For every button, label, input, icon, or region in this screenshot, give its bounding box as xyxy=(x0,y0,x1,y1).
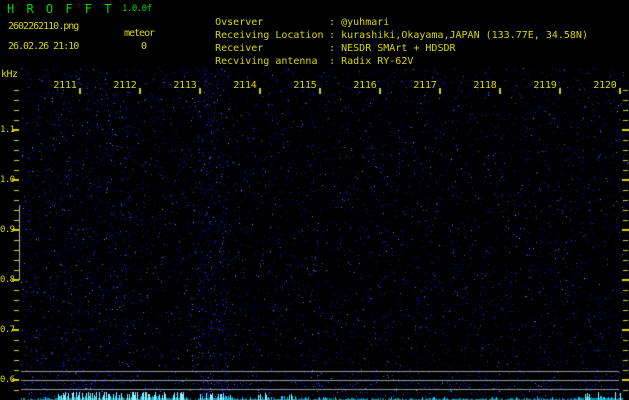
antenna-value: Radix RY-62V xyxy=(341,56,414,67)
x-tick-label: 2120 xyxy=(593,80,617,91)
info-separator: : xyxy=(329,30,336,41)
x-tick-label: 2116 xyxy=(353,80,377,91)
info-separator: : xyxy=(329,17,336,28)
observer-value: @yuhmari xyxy=(341,17,390,28)
info-label: Ovserver xyxy=(215,17,264,28)
x-tick-label: 2113 xyxy=(173,80,197,91)
meteor-count: 0 xyxy=(140,41,148,52)
receiver-row: Receiver: NESDR SMArt + HDSDR xyxy=(179,29,629,54)
y-tick-label: 0.6 xyxy=(0,375,15,385)
khz-axis-label: kHz xyxy=(1,69,18,80)
y-tick-label: 1.0 xyxy=(0,175,15,185)
x-tick-label: 2119 xyxy=(533,80,557,91)
antenna-row: Recviving antenna: Radix RY-62V xyxy=(179,42,629,67)
location-value: kurashiki,Okayama,JAPAN (133.77E, 34.58N… xyxy=(341,30,588,41)
info-label: Recviving antenna xyxy=(215,56,318,67)
x-tick-label: 2111 xyxy=(53,80,77,91)
x-tick-label: 2115 xyxy=(293,80,317,91)
timestamp: 26.02.26 21:10 xyxy=(8,41,79,52)
receiver-value: NESDR SMArt + HDSDR xyxy=(341,43,456,54)
app-title: H R O F F T xyxy=(7,2,114,16)
y-tick-label: 0.7 xyxy=(0,325,15,335)
info-label: Receiver xyxy=(215,43,264,54)
info-label: Receiving Location xyxy=(215,30,324,41)
location-row: Receiving Location: kurashiki,Okayama,JAP… xyxy=(179,16,629,41)
info-separator: : xyxy=(329,43,336,54)
info-separator: : xyxy=(329,56,336,67)
x-tick-label: 2112 xyxy=(113,80,137,91)
app-version: 1.0.0f xyxy=(122,4,152,14)
station-info: Ovserver: @yuhmari Receiving Location: kur… xyxy=(179,3,629,67)
y-tick-label: 0.8 xyxy=(0,275,15,285)
y-tick-label: 0.9 xyxy=(0,225,15,235)
output-filename: 2602262110.png xyxy=(8,21,79,32)
meteor-counter-label: meteor xyxy=(124,28,155,39)
x-tick-label: 2114 xyxy=(233,80,257,91)
observer-row: Ovserver: @yuhmari xyxy=(179,3,629,28)
x-tick-label: 2118 xyxy=(473,80,497,91)
x-tick-label: 2117 xyxy=(413,80,437,91)
y-tick-label: 1.1 xyxy=(0,125,15,135)
